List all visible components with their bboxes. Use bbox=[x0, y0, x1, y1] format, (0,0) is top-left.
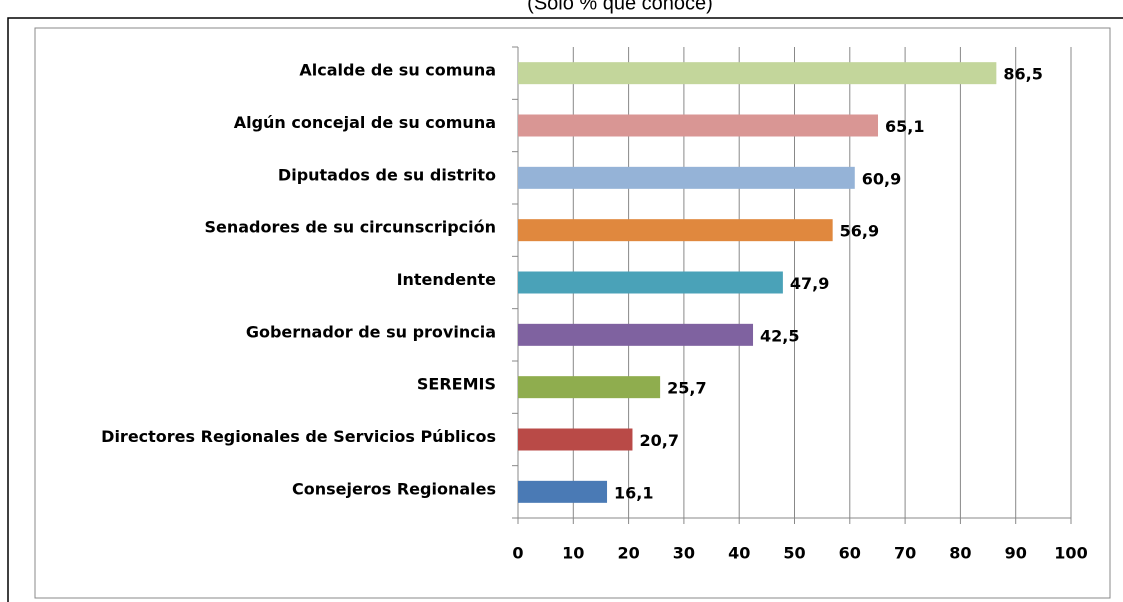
value-label: 42,5 bbox=[760, 326, 799, 345]
y-tick-label: Alcalde de su comuna bbox=[299, 61, 496, 80]
chart-border bbox=[34, 27, 1111, 599]
value-label: 16,1 bbox=[614, 483, 653, 502]
y-tick-label: Consejeros Regionales bbox=[292, 479, 496, 498]
x-tick-label: 50 bbox=[783, 544, 805, 563]
bar bbox=[518, 271, 783, 294]
bar bbox=[518, 219, 833, 242]
bar bbox=[518, 480, 608, 503]
x-tick-label: 70 bbox=[894, 544, 916, 563]
value-label: 56,9 bbox=[840, 222, 879, 241]
y-tick-label: Directores Regionales de Servicios Públi… bbox=[101, 427, 496, 446]
x-tick-label: 40 bbox=[728, 544, 750, 563]
x-tick-label: 100 bbox=[1054, 544, 1087, 563]
y-tick-label: Intendente bbox=[397, 270, 497, 289]
x-tick-label: 10 bbox=[562, 544, 584, 563]
value-label: 25,7 bbox=[667, 379, 706, 398]
x-tick-label: 20 bbox=[617, 544, 639, 563]
x-tick-label: 30 bbox=[673, 544, 695, 563]
x-tick-label: 80 bbox=[949, 544, 971, 563]
value-label: 65,1 bbox=[885, 117, 924, 136]
bar bbox=[518, 376, 661, 399]
bar bbox=[518, 114, 879, 137]
bar bbox=[518, 323, 754, 346]
value-label: 20,7 bbox=[639, 431, 678, 450]
y-tick-label: Gobernador de su provincia bbox=[246, 322, 496, 341]
y-tick-label: SEREMIS bbox=[417, 375, 496, 394]
y-tick-label: Diputados de su distrito bbox=[278, 165, 496, 184]
outer-frame bbox=[7, 17, 1123, 602]
y-tick-label: Senadores de su circunscripción bbox=[204, 218, 496, 237]
x-tick-label: 0 bbox=[512, 544, 523, 563]
value-label: 60,9 bbox=[862, 169, 901, 188]
value-label: 47,9 bbox=[790, 274, 829, 293]
y-tick-label: Algún concejal de su comuna bbox=[234, 113, 496, 132]
value-label: 86,5 bbox=[1003, 65, 1042, 84]
chart-subtitle: (Sólo % que conoce) bbox=[527, 0, 713, 14]
x-tick-label: 60 bbox=[839, 544, 861, 563]
bar bbox=[518, 62, 997, 85]
x-tick-label: 90 bbox=[1005, 544, 1027, 563]
bar bbox=[518, 428, 633, 451]
bar bbox=[518, 166, 855, 189]
